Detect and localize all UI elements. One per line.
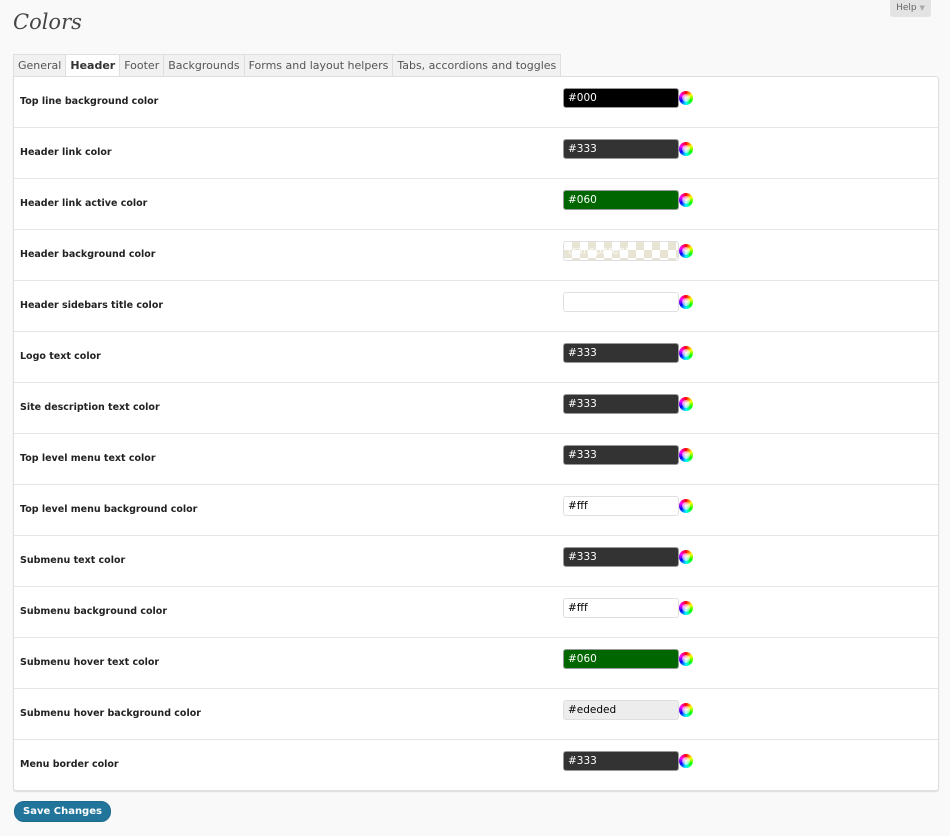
- tab-bar: General Header Footer Backgrounds Forms and …: [13, 54, 562, 76]
- tab-backgrounds[interactable]: Backgrounds: [163, 54, 245, 76]
- setting-row: Top line background color #000: [14, 77, 938, 128]
- color-picker-icon[interactable]: [679, 295, 693, 309]
- setting-label: Top level menu background color: [20, 504, 198, 515]
- setting-label: Submenu hover background color: [20, 708, 201, 719]
- color-input[interactable]: #333: [563, 139, 679, 159]
- color-input[interactable]: transparent: [563, 241, 679, 261]
- color-input[interactable]: #fff: [563, 598, 679, 618]
- tab-header[interactable]: Header: [65, 54, 121, 76]
- setting-row: Header link active color #060: [14, 179, 938, 230]
- setting-row: Top level menu text color #333: [14, 434, 938, 485]
- color-input[interactable]: #333: [563, 547, 679, 567]
- color-input[interactable]: #333: [563, 394, 679, 414]
- setting-row: Submenu background color #fff: [14, 587, 938, 638]
- color-input[interactable]: #333: [563, 445, 679, 465]
- tab-footer[interactable]: Footer: [119, 54, 165, 76]
- setting-label: Header sidebars title color: [20, 300, 164, 311]
- setting-row: Menu border color #333: [14, 740, 938, 790]
- save-changes-button[interactable]: Save Changes: [14, 801, 111, 822]
- setting-row: Header sidebars title color: [14, 281, 938, 332]
- setting-label: Header link color: [20, 147, 112, 158]
- color-picker-icon[interactable]: [679, 499, 693, 513]
- color-picker-icon[interactable]: [679, 346, 693, 360]
- color-picker-icon[interactable]: [679, 550, 693, 564]
- settings-panel: Top line background color #000 Header link…: [13, 76, 939, 791]
- color-picker-icon[interactable]: [679, 703, 693, 717]
- color-input[interactable]: [563, 292, 679, 312]
- setting-label: Top line background color: [20, 96, 159, 107]
- setting-label: Submenu hover text color: [20, 657, 160, 668]
- color-input[interactable]: #333: [563, 343, 679, 363]
- setting-row: Submenu hover text color #060: [14, 638, 938, 689]
- tab-tabs-accordions-and-toggles[interactable]: Tabs, accordions and toggles: [392, 54, 562, 76]
- setting-row: Submenu hover background color #ededed: [14, 689, 938, 740]
- page-title: Colors: [13, 10, 82, 34]
- setting-label: Submenu background color: [20, 606, 168, 617]
- color-picker-icon[interactable]: [679, 652, 693, 666]
- tab-forms-and-layout-helpers[interactable]: Forms and layout helpers: [243, 54, 394, 76]
- color-picker-icon[interactable]: [679, 244, 693, 258]
- color-input[interactable]: #fff: [563, 496, 679, 516]
- color-picker-icon[interactable]: [679, 142, 693, 156]
- setting-row: Logo text color #333: [14, 332, 938, 383]
- setting-label: Header background color: [20, 249, 156, 260]
- help-label: Help: [896, 3, 917, 13]
- setting-label: Menu border color: [20, 759, 119, 770]
- help-button[interactable]: Help ▼: [890, 0, 931, 17]
- setting-row: Submenu text color #333: [14, 536, 938, 587]
- color-picker-icon[interactable]: [679, 397, 693, 411]
- color-picker-icon[interactable]: [679, 448, 693, 462]
- setting-label: Site description text color: [20, 402, 160, 413]
- color-picker-icon[interactable]: [679, 754, 693, 768]
- color-input[interactable]: #060: [563, 649, 679, 669]
- setting-label: Header link active color: [20, 198, 148, 209]
- color-picker-icon[interactable]: [679, 91, 693, 105]
- chevron-down-icon: ▼: [919, 4, 925, 12]
- setting-label: Logo text color: [20, 351, 101, 362]
- setting-label: Top level menu text color: [20, 453, 156, 464]
- setting-row: Header background color transparent: [14, 230, 938, 281]
- setting-row: Site description text color #333: [14, 383, 938, 434]
- setting-row: Top level menu background color #fff: [14, 485, 938, 536]
- setting-row: Header link color #333: [14, 128, 938, 179]
- tab-general[interactable]: General: [13, 54, 67, 76]
- color-input[interactable]: #ededed: [563, 700, 679, 720]
- color-picker-icon[interactable]: [679, 193, 693, 207]
- color-input[interactable]: #333: [563, 751, 679, 771]
- color-input[interactable]: #000: [563, 88, 679, 108]
- color-input[interactable]: #060: [563, 190, 679, 210]
- color-picker-icon[interactable]: [679, 601, 693, 615]
- setting-label: Submenu text color: [20, 555, 126, 566]
